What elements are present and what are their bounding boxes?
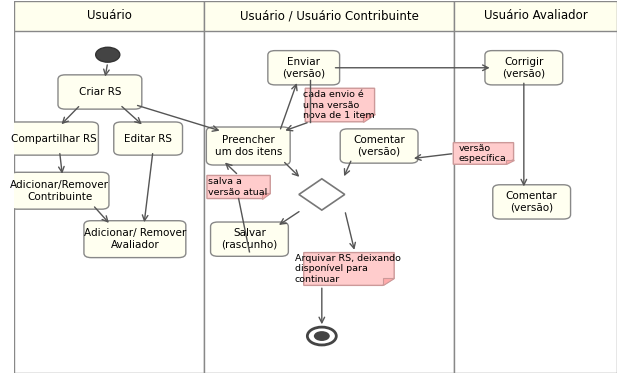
Text: Usuário Avaliador: Usuário Avaliador bbox=[484, 9, 588, 22]
FancyBboxPatch shape bbox=[493, 185, 570, 219]
FancyBboxPatch shape bbox=[206, 127, 290, 165]
FancyBboxPatch shape bbox=[211, 222, 289, 256]
Bar bbox=[14, 1, 204, 373]
FancyBboxPatch shape bbox=[485, 50, 563, 85]
FancyBboxPatch shape bbox=[84, 221, 186, 258]
Text: Comentar
(versão): Comentar (versão) bbox=[353, 135, 405, 157]
Text: versão
específica: versão específica bbox=[459, 144, 507, 163]
Polygon shape bbox=[207, 175, 270, 199]
Polygon shape bbox=[363, 114, 375, 122]
Bar bbox=[454, 1, 617, 373]
Bar bbox=[204, 1, 454, 31]
FancyBboxPatch shape bbox=[10, 172, 109, 209]
FancyBboxPatch shape bbox=[9, 122, 98, 155]
FancyBboxPatch shape bbox=[341, 129, 418, 163]
Polygon shape bbox=[305, 88, 375, 122]
Text: salva a
versão atual: salva a versão atual bbox=[208, 177, 268, 197]
Text: cada envio é
uma versão
nova de 1 item: cada envio é uma versão nova de 1 item bbox=[303, 90, 375, 120]
Polygon shape bbox=[299, 179, 345, 210]
Text: Usuário / Usuário Contribuinte: Usuário / Usuário Contribuinte bbox=[240, 9, 419, 22]
Text: Criar RS: Criar RS bbox=[78, 87, 121, 97]
Bar bbox=[204, 1, 454, 373]
Text: Corrigir
(versão): Corrigir (versão) bbox=[502, 57, 546, 79]
Text: Enviar
(versão): Enviar (versão) bbox=[282, 57, 325, 79]
Text: Preencher
um dos itens: Preencher um dos itens bbox=[214, 135, 282, 157]
Bar bbox=[454, 1, 617, 31]
Polygon shape bbox=[383, 278, 394, 285]
Polygon shape bbox=[262, 193, 270, 199]
Text: Adicionar/Remover
Contribuinte: Adicionar/Remover Contribuinte bbox=[10, 180, 109, 202]
Bar bbox=[14, 1, 204, 31]
Text: Editar RS: Editar RS bbox=[124, 134, 172, 144]
Polygon shape bbox=[506, 160, 514, 164]
Text: Comentar
(versão): Comentar (versão) bbox=[506, 191, 557, 213]
FancyBboxPatch shape bbox=[58, 75, 142, 109]
Text: Arquivar RS, deixando
disponível para
continuar: Arquivar RS, deixando disponível para co… bbox=[295, 254, 400, 284]
FancyBboxPatch shape bbox=[114, 122, 182, 155]
Circle shape bbox=[314, 331, 330, 341]
Text: Compartilhar RS: Compartilhar RS bbox=[11, 134, 96, 144]
Polygon shape bbox=[303, 252, 394, 285]
FancyBboxPatch shape bbox=[268, 50, 340, 85]
Text: Adicionar/ Remover
Avaliador: Adicionar/ Remover Avaliador bbox=[84, 229, 186, 250]
Text: Usuário: Usuário bbox=[87, 9, 132, 22]
Circle shape bbox=[96, 47, 120, 62]
Polygon shape bbox=[453, 142, 514, 164]
Text: Salvar
(rascunho): Salvar (rascunho) bbox=[221, 229, 277, 250]
Circle shape bbox=[307, 327, 336, 345]
